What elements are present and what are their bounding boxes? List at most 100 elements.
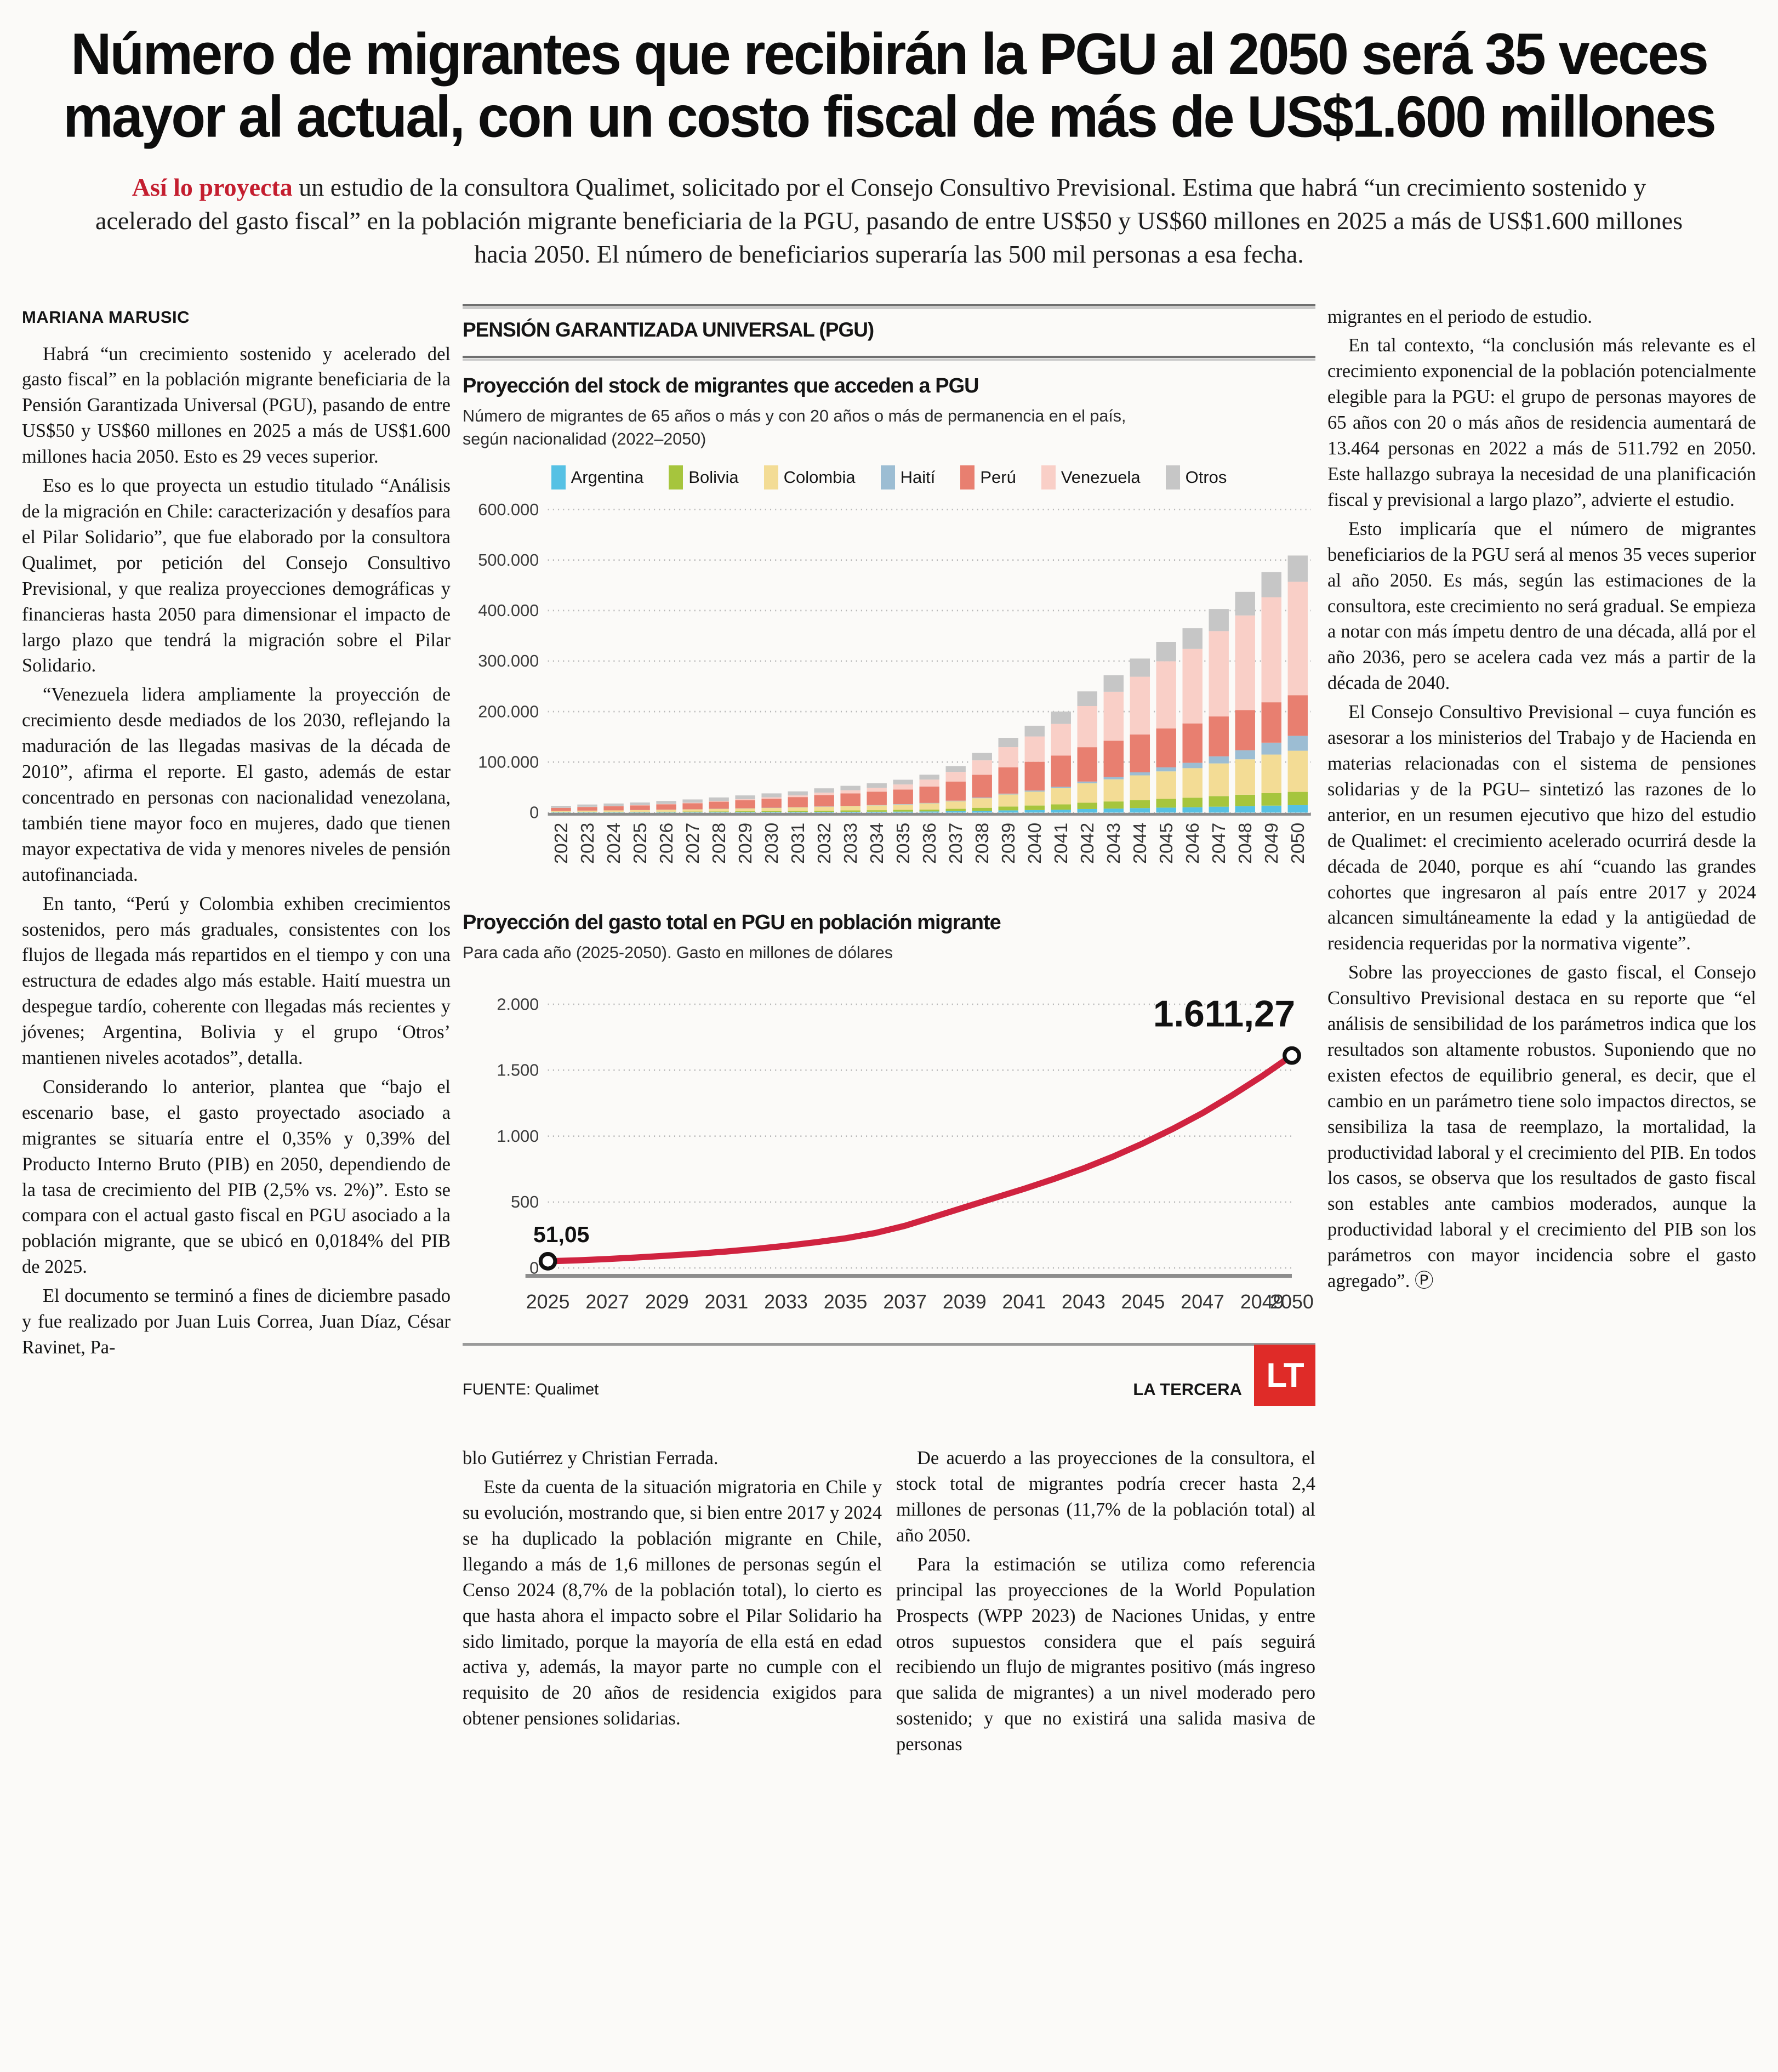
svg-text:2035: 2035	[824, 1291, 868, 1313]
svg-text:2034: 2034	[867, 823, 887, 864]
svg-text:2044: 2044	[1130, 823, 1150, 864]
svg-text:2037: 2037	[883, 1291, 927, 1313]
legend-label: Haití	[900, 467, 936, 487]
lede-text: un estudio de la consultora Qualimet, so…	[95, 173, 1683, 268]
svg-text:2026: 2026	[656, 823, 677, 864]
paragraph: Este da cuenta de la situación migratori…	[463, 1477, 882, 1729]
svg-text:2050: 2050	[1287, 823, 1308, 864]
svg-text:2039: 2039	[998, 823, 1019, 864]
svg-text:2046: 2046	[1182, 823, 1203, 864]
paragraph: Sobre las proyecciones de gasto fiscal, …	[1327, 962, 1756, 1292]
bottom-columns: blo Gutiérrez y Christian Ferrada. Este d…	[463, 1445, 1315, 1761]
legend-swatch-icon	[551, 465, 566, 489]
legend-swatch-icon	[960, 465, 975, 489]
svg-text:2045: 2045	[1156, 823, 1177, 864]
svg-text:2047: 2047	[1181, 1291, 1224, 1313]
line-chart-title: Proyección del gasto total en PGU en pob…	[463, 910, 1001, 934]
credit-label: LA TERCERA	[1133, 1380, 1242, 1399]
legend-label: Argentina	[571, 467, 644, 487]
svg-text:2032: 2032	[814, 823, 835, 864]
svg-text:500: 500	[511, 1193, 539, 1212]
svg-text:51,05: 51,05	[533, 1222, 589, 1248]
paragraph: blo Gutiérrez y Christian Ferrada.	[463, 1448, 719, 1469]
svg-text:2037: 2037	[945, 823, 966, 864]
svg-text:2043: 2043	[1062, 1291, 1105, 1313]
legend-item: Haití	[880, 465, 936, 489]
svg-text:1.611,27: 1.611,27	[1153, 994, 1295, 1035]
svg-text:100.000: 100.000	[478, 752, 539, 771]
legend-label: Perú	[980, 467, 1016, 487]
svg-text:2027: 2027	[682, 823, 703, 864]
svg-text:2047: 2047	[1209, 823, 1229, 864]
line-chart-subtitle: Para cada año (2025-2050). Gasto en mill…	[463, 943, 893, 962]
infographic: PENSIÓN GARANTIZADA UNIVERSAL (PGU) Proy…	[463, 304, 1315, 1421]
legend-label: Venezuela	[1061, 467, 1141, 487]
svg-text:2022: 2022	[551, 823, 572, 864]
column-1-paragraphs: Habrá “un crecimiento sostenido y aceler…	[22, 341, 451, 1361]
la-tercera-logo: LT	[1254, 1345, 1315, 1407]
infographic-footer: FUENTE: Qualimet LA TERCERA LT	[463, 1343, 1315, 1420]
svg-text:1.000: 1.000	[497, 1126, 539, 1146]
svg-text:2038: 2038	[972, 823, 993, 864]
paragraph: El Consejo Consultivo Previsional – cuya…	[1327, 702, 1756, 954]
article-column-3: De acuerdo a las proyecciones de la cons…	[896, 1445, 1315, 1761]
svg-text:2.000: 2.000	[497, 995, 539, 1014]
paragraph: En tanto, “Perú y Colombia exhiben creci…	[22, 893, 451, 1069]
svg-text:300.000: 300.000	[478, 651, 539, 670]
bar-chart-subtitle: Número de migrantes de 65 años o más y c…	[463, 406, 1126, 449]
infographic-kicker: PENSIÓN GARANTIZADA UNIVERSAL (PGU)	[463, 318, 874, 341]
article-header: Número de migrantes que recibirán la PGU…	[22, 21, 1756, 271]
legend-label: Colombia	[783, 467, 856, 487]
legend-label: Otros	[1185, 467, 1227, 487]
svg-text:2049: 2049	[1240, 1291, 1284, 1313]
svg-text:2041: 2041	[1002, 1291, 1046, 1313]
svg-text:600.000: 600.000	[478, 500, 539, 519]
line-chart: 0 500 1.000 1.500 2.000 2025 2027 2029 2031 2033 2…	[463, 978, 1315, 1327]
svg-text:2041: 2041	[1051, 823, 1072, 864]
paragraph: “Venezuela lidera ampliamente la proyecc…	[22, 684, 451, 885]
svg-text:2031: 2031	[788, 823, 808, 864]
svg-text:0: 0	[529, 1259, 539, 1278]
paragraph: migrantes en el periodo de estudio.	[1327, 306, 1592, 327]
legend-label: Bolivia	[688, 467, 739, 487]
article-column-4: migrantes en el periodo de estudio. En ta…	[1327, 304, 1756, 1297]
article-column-1: MARIANA MARUSIC Habrá “un crecimiento so…	[22, 304, 451, 1364]
svg-text:500.000: 500.000	[478, 550, 539, 570]
legend-item: Argentina	[551, 465, 644, 489]
svg-text:2027: 2027	[585, 1291, 629, 1313]
svg-text:2033: 2033	[840, 823, 861, 864]
svg-text:2036: 2036	[919, 823, 940, 864]
paragraph: Eso es lo que proyecta un estudio titula…	[22, 475, 451, 676]
paragraph: Considerando lo anterior, plantea que “b…	[22, 1076, 451, 1278]
svg-text:2028: 2028	[709, 823, 730, 864]
legend-item: Colombia	[763, 465, 856, 489]
lede-kicker: Así lo proyecta	[132, 173, 293, 202]
svg-text:2031: 2031	[705, 1291, 749, 1313]
legend-item: Bolivia	[669, 465, 739, 489]
svg-text:2029: 2029	[735, 823, 756, 864]
svg-text:2023: 2023	[577, 823, 598, 864]
paragraph: En tal contexto, “la conclusión más rele…	[1327, 335, 1756, 510]
svg-text:2025: 2025	[630, 823, 651, 864]
svg-text:0: 0	[529, 803, 539, 822]
svg-text:2049: 2049	[1261, 823, 1282, 864]
headline: Número de migrantes que recibirán la PGU…	[63, 21, 1717, 150]
source-label: FUENTE: Qualimet	[463, 1380, 599, 1398]
legend-swatch-icon	[669, 465, 683, 489]
svg-text:400.000: 400.000	[478, 601, 539, 620]
svg-text:2043: 2043	[1103, 823, 1124, 864]
svg-text:2042: 2042	[1077, 823, 1098, 864]
svg-text:2033: 2033	[764, 1291, 808, 1313]
legend-swatch-icon	[763, 465, 778, 489]
legend-item: Perú	[960, 465, 1016, 489]
paragraph: Habrá “un crecimiento sostenido y aceler…	[22, 343, 451, 468]
legend-swatch-icon	[880, 465, 895, 489]
rule-top	[463, 304, 1315, 306]
svg-text:2048: 2048	[1235, 823, 1256, 864]
bar-chart-legend: Argentina Bolivia Colombia Haití Perú Venezue…	[463, 465, 1315, 489]
svg-text:2030: 2030	[761, 823, 782, 864]
legend-swatch-icon	[1041, 465, 1056, 489]
paragraph: Esto implicaría que el número de migrant…	[1327, 518, 1756, 694]
credit: LA TERCERA LT	[1133, 1345, 1315, 1420]
